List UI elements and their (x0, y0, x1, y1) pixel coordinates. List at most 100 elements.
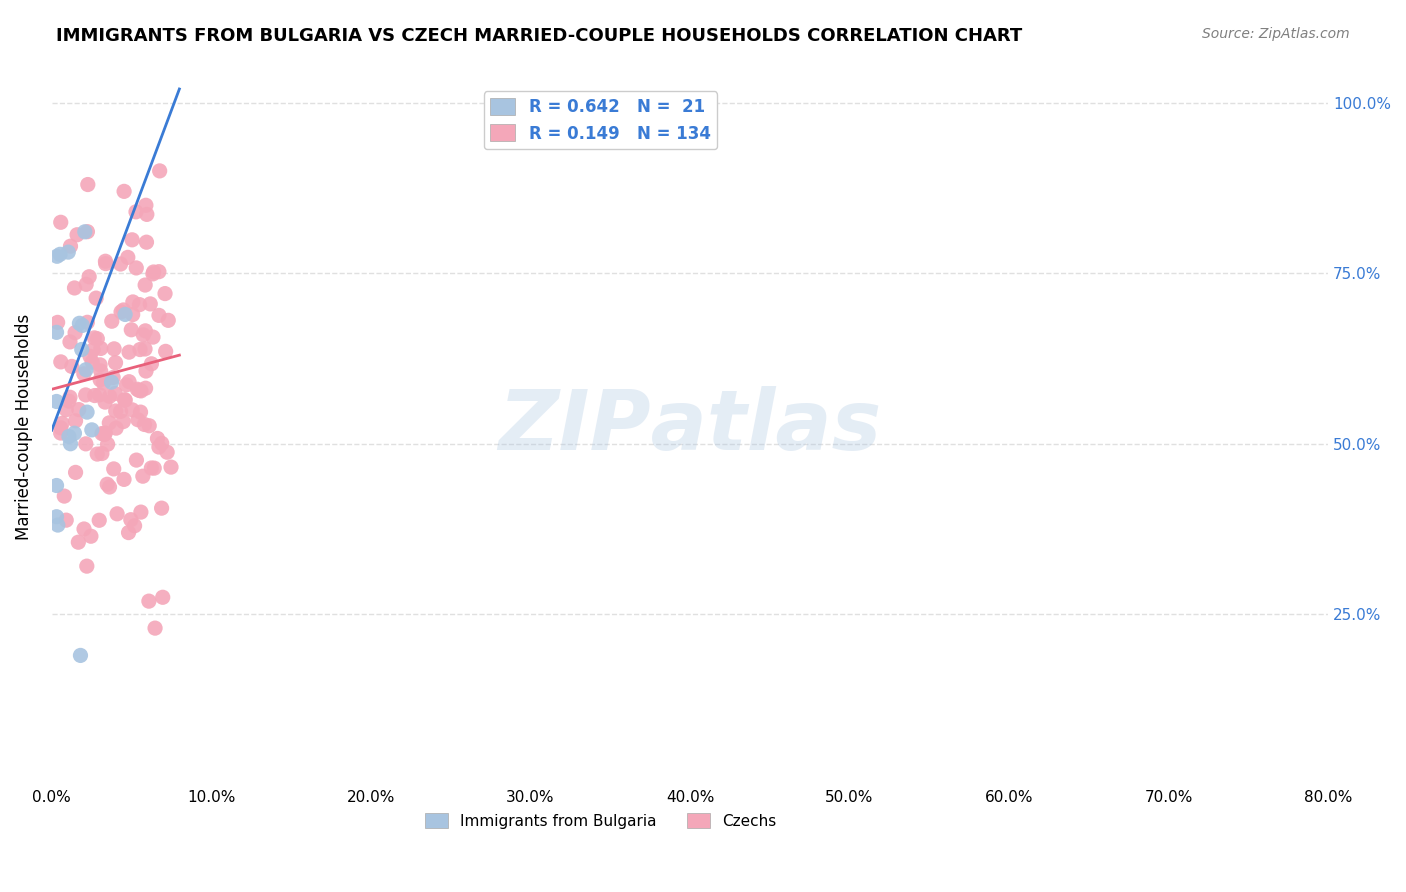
Point (118, 375, 141, 389)
Point (82, 355, 104, 369)
Point (46, 249, 69, 263)
Point (76, 178, 98, 192)
Text: IMMIGRANTS FROM BULGARIA VS CZECH MARRIED-COUPLE HOUSEHOLDS CORRELATION CHART: IMMIGRANTS FROM BULGARIA VS CZECH MARRIE… (56, 27, 1022, 45)
Point (128, 384, 150, 398)
Point (77, 269, 100, 284)
Point (90, 446, 112, 460)
Point (103, 342, 125, 356)
Point (59, 239, 82, 253)
Point (156, 445, 179, 459)
Point (46, 518, 69, 533)
Point (112, 185, 135, 199)
Point (105, 507, 128, 521)
Point (134, 342, 156, 356)
Point (142, 267, 165, 281)
Point (112, 302, 135, 317)
Y-axis label: Married-couple Households: Married-couple Households (15, 314, 32, 540)
Point (63, 281, 86, 295)
Point (121, 402, 143, 417)
Point (55, 513, 77, 527)
Point (45, 326, 67, 340)
Point (139, 297, 162, 311)
Point (125, 260, 148, 275)
Point (89, 358, 111, 372)
Point (75, 388, 97, 402)
Point (53, 489, 76, 503)
Point (117, 251, 139, 265)
Point (51, 417, 73, 431)
Point (90, 342, 112, 356)
Point (59, 390, 82, 404)
Text: Source: ZipAtlas.com: Source: ZipAtlas.com (1202, 27, 1350, 41)
Point (155, 344, 177, 359)
Point (49, 421, 72, 435)
Point (110, 305, 132, 319)
Point (98, 416, 121, 430)
Point (110, 257, 132, 271)
Point (80, 529, 103, 543)
Point (76, 315, 98, 329)
Point (58, 429, 80, 443)
Point (59, 436, 82, 450)
Point (104, 386, 127, 401)
Point (59, 334, 82, 349)
Point (86, 447, 108, 461)
Point (129, 343, 152, 357)
Point (115, 377, 138, 392)
Point (97, 437, 120, 451)
Point (135, 207, 157, 221)
Point (148, 309, 170, 323)
Point (121, 308, 143, 322)
Point (125, 453, 148, 467)
Point (75, 277, 97, 292)
Point (120, 513, 142, 527)
Point (132, 469, 155, 483)
Point (98, 480, 121, 494)
Point (55, 402, 77, 417)
Point (135, 364, 157, 378)
Point (83, 388, 105, 402)
Point (76, 225, 98, 239)
Point (149, 164, 172, 178)
Point (73, 225, 96, 239)
Point (148, 440, 170, 454)
Point (135, 381, 157, 395)
Point (135, 235, 157, 250)
Text: ZIP​atlas: ZIP​atlas (498, 386, 882, 467)
Point (67, 402, 90, 417)
Point (152, 591, 174, 605)
Point (46, 315, 69, 329)
Point (127, 382, 149, 396)
Point (150, 436, 173, 450)
Point (100, 375, 122, 389)
Point (129, 405, 152, 419)
Point (89, 513, 111, 527)
Point (112, 415, 135, 429)
Point (93, 427, 115, 442)
Point (73, 367, 96, 381)
Point (124, 518, 146, 533)
Point (129, 505, 152, 519)
Point (129, 384, 152, 398)
Point (49, 425, 72, 440)
Point (114, 392, 136, 407)
Point (117, 525, 139, 540)
Point (49, 247, 72, 261)
Point (122, 295, 145, 310)
Point (49, 355, 72, 369)
Point (157, 313, 180, 327)
Point (132, 327, 155, 342)
Point (128, 298, 150, 312)
Point (75, 363, 97, 377)
Point (76, 405, 98, 419)
Point (65, 414, 87, 428)
Point (138, 594, 160, 608)
Point (63, 326, 86, 340)
Point (146, 432, 169, 446)
Point (90, 364, 112, 378)
Point (69, 648, 91, 663)
Point (142, 330, 165, 344)
Point (63, 426, 86, 441)
Point (160, 460, 183, 475)
Point (143, 621, 166, 635)
